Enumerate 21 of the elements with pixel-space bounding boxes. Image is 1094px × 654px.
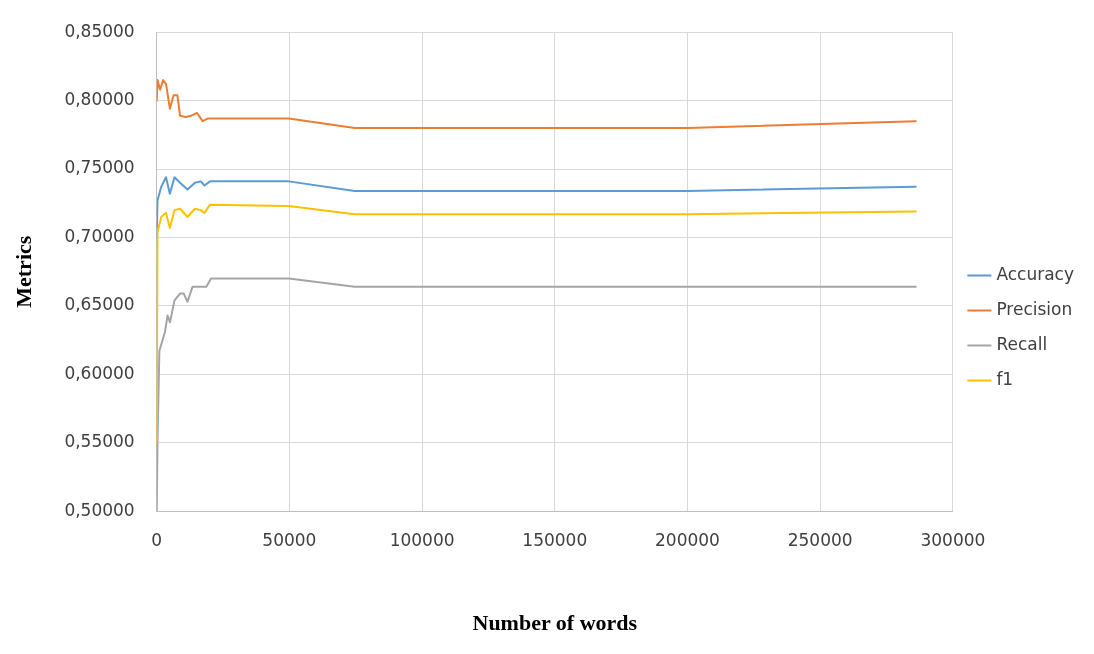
legend-label: Precision bbox=[996, 298, 1073, 319]
y-axis-title: Metrics bbox=[10, 235, 36, 308]
x-tick-label: 200000 bbox=[655, 529, 720, 550]
legend-label: Accuracy bbox=[996, 263, 1075, 284]
x-axis-title: Number of words bbox=[472, 610, 638, 636]
y-tick-label: 0,55000 bbox=[64, 431, 135, 452]
y-tick-label: 0,85000 bbox=[64, 20, 135, 41]
y-tick-label: 0,70000 bbox=[64, 225, 135, 246]
x-tick-label: 300000 bbox=[920, 529, 986, 550]
y-tick-label: 0,50000 bbox=[64, 499, 135, 520]
legend-label: f1 bbox=[996, 368, 1014, 389]
y-tick-label: 0,80000 bbox=[64, 89, 135, 110]
x-tick-label: 0 bbox=[151, 529, 163, 550]
x-tick-label: 150000 bbox=[522, 529, 588, 550]
legend-label: Recall bbox=[996, 333, 1048, 354]
x-tick-label: 250000 bbox=[787, 529, 853, 550]
y-tick-label: 0,65000 bbox=[64, 294, 135, 315]
y-tick-label: 0,75000 bbox=[64, 157, 135, 178]
x-tick-label: 100000 bbox=[389, 529, 455, 550]
y-tick-label: 0,60000 bbox=[64, 362, 135, 383]
x-tick-label: 50000 bbox=[262, 529, 317, 550]
